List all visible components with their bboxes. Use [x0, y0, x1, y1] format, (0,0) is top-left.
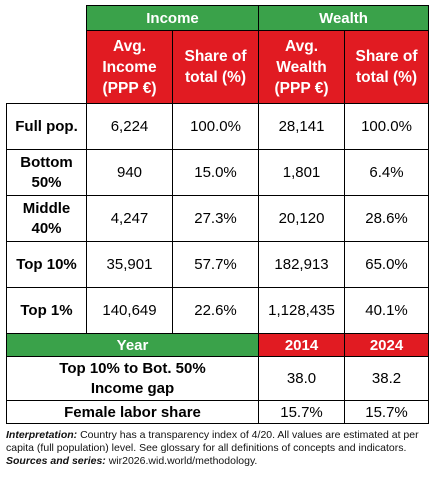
avg-wealth-cell: 28,141 [258, 103, 346, 150]
avg-wealth-cell: 1,128,435 [258, 287, 346, 334]
female-labor-2014: 15.7% [258, 400, 346, 424]
income-gap-label: Top 10% to Bot. 50% Income gap [5, 356, 260, 401]
avg-income-cell: 940 [86, 149, 173, 196]
share-wealth-cell: 28.6% [344, 195, 430, 242]
income-gap-row: Top 10% to Bot. 50% Income gap 38.0 38.2 [5, 356, 430, 401]
row-label: Middle 40% [6, 195, 87, 242]
interpretation-note: Interpretation: Country has a transparen… [6, 429, 430, 455]
share-income-header: Share of total (%) [171, 30, 260, 104]
footnotes: Interpretation: Country has a transparen… [6, 429, 430, 468]
avg-income-cell: 6,224 [86, 103, 173, 150]
year-row: Year 2014 2024 [5, 333, 430, 357]
avg-wealth-cell: 20,120 [258, 195, 346, 242]
interpretation-text: Country has a transparency index of 4/20… [6, 429, 419, 454]
share-wealth-cell: 6.4% [344, 149, 430, 196]
female-labor-row: Female labor share 15.7% 15.7% [5, 400, 430, 424]
share-wealth-cell: 100.0% [344, 103, 430, 150]
row-label: Full pop. [6, 103, 87, 150]
empty-corner-cell-2 [6, 30, 87, 104]
year-2014: 2014 [258, 333, 346, 357]
share-wealth-cell: 65.0% [344, 241, 430, 288]
share-income-cell: 15.0% [171, 149, 260, 196]
avg-wealth-cell: 1,801 [258, 149, 346, 196]
table-row: Top 10% 35,901 57.7% 182,913 65.0% [6, 241, 430, 288]
table-row: Top 1% 140,649 22.6% 1,128,435 40.1% [6, 287, 430, 334]
avg-wealth-header: Avg. Wealth (PPP €) [258, 30, 346, 104]
share-wealth-header: Share of total (%) [344, 30, 430, 104]
empty-corner-cell [6, 5, 87, 31]
share-income-cell: 57.7% [171, 241, 260, 288]
share-wealth-cell: 40.1% [344, 287, 430, 334]
inequality-table: Income Wealth Avg. Income (PPP €) Share … [5, 5, 430, 424]
avg-income-cell: 35,901 [86, 241, 173, 288]
avg-income-cell: 4,247 [86, 195, 173, 242]
year-2024: 2024 [344, 333, 430, 357]
income-gap-2024: 38.2 [344, 356, 430, 401]
share-income-cell: 27.3% [171, 195, 260, 242]
avg-income-header: Avg. Income (PPP €) [86, 30, 173, 104]
year-label: Year [5, 333, 260, 357]
sources-label: Sources and series: [6, 455, 106, 467]
female-labor-2024: 15.7% [344, 400, 430, 424]
row-label: Top 1% [6, 287, 87, 334]
table-row: Middle 40% 4,247 27.3% 20,120 28.6% [6, 195, 430, 242]
table-row: Full pop. 6,224 100.0% 28,141 100.0% [6, 103, 430, 150]
interpretation-label: Interpretation: [6, 429, 78, 441]
wealth-header: Wealth [258, 5, 430, 31]
female-labor-label: Female labor share [5, 400, 260, 424]
table-row: Bottom 50% 940 15.0% 1,801 6.4% [6, 149, 430, 196]
income-gap-2014: 38.0 [258, 356, 346, 401]
income-header: Income [85, 5, 260, 31]
avg-wealth-cell: 182,913 [258, 241, 346, 288]
sources-text: wir2026.wid.world/methodology. [105, 455, 258, 467]
share-income-cell: 22.6% [171, 287, 260, 334]
avg-income-cell: 140,649 [86, 287, 173, 334]
inequality-table-container: Income Wealth Avg. Income (PPP €) Share … [5, 5, 430, 424]
row-label: Bottom 50% [6, 149, 87, 196]
row-label: Top 10% [6, 241, 87, 288]
share-income-cell: 100.0% [171, 103, 260, 150]
sources-note: Sources and series: wir2026.wid.world/me… [6, 455, 430, 468]
